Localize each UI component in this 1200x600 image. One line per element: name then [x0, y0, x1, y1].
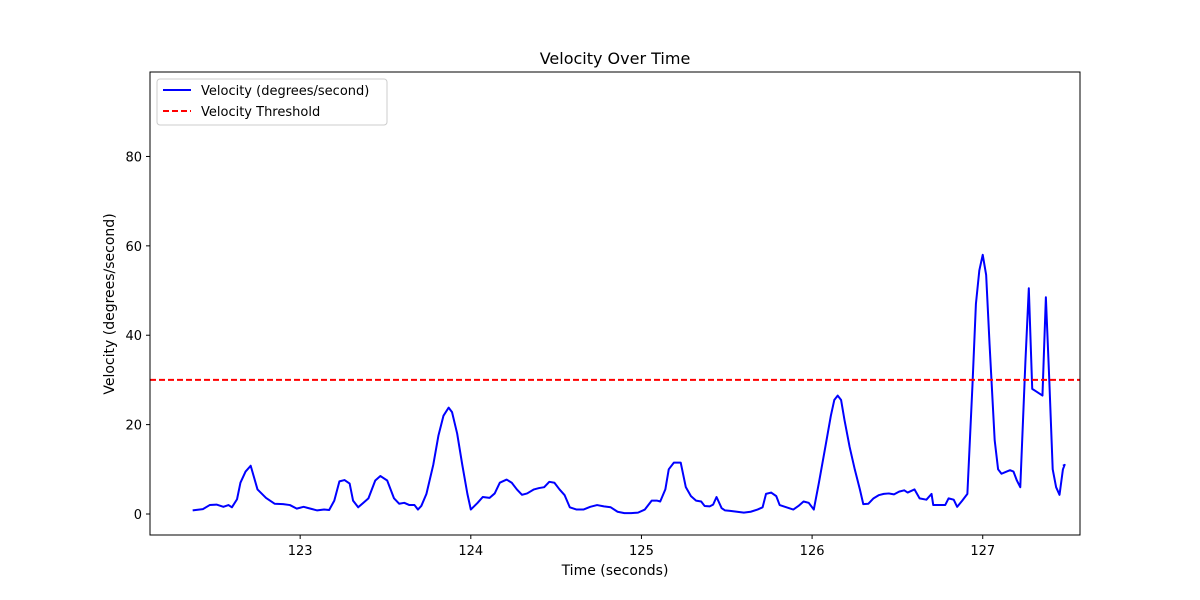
- x-tick-label: 125: [629, 544, 654, 559]
- y-tick-label: 40: [125, 329, 142, 344]
- x-tick-label: 124: [458, 544, 483, 559]
- x-tick-label: 126: [800, 544, 825, 559]
- x-tick-label: 123: [288, 544, 313, 559]
- y-axis-label: Velocity (degrees/second): [102, 213, 118, 394]
- x-axis-label: Time (seconds): [561, 563, 669, 579]
- series-line-velocity: [192, 253, 1066, 515]
- legend-label-threshold: Velocity Threshold: [201, 105, 320, 120]
- x-tick-label: 127: [970, 544, 995, 559]
- y-tick-label: 60: [125, 240, 142, 255]
- y-tick-label: 20: [125, 419, 142, 434]
- plot-content: [150, 253, 1080, 515]
- y-tick-label: 80: [125, 150, 142, 165]
- plot-frame: [149, 71, 1081, 536]
- y-axis-ticks: 0 20 40 60 80: [125, 150, 150, 523]
- legend: Velocity (degrees/second) Velocity Thres…: [156, 78, 388, 126]
- legend-label-velocity: Velocity (degrees/second): [201, 84, 369, 99]
- legend-box: [156, 78, 388, 126]
- x-axis-ticks: 123 124 125 126 127: [288, 535, 995, 559]
- y-tick-label: 0: [134, 508, 142, 523]
- chart-title: Velocity Over Time: [540, 49, 691, 68]
